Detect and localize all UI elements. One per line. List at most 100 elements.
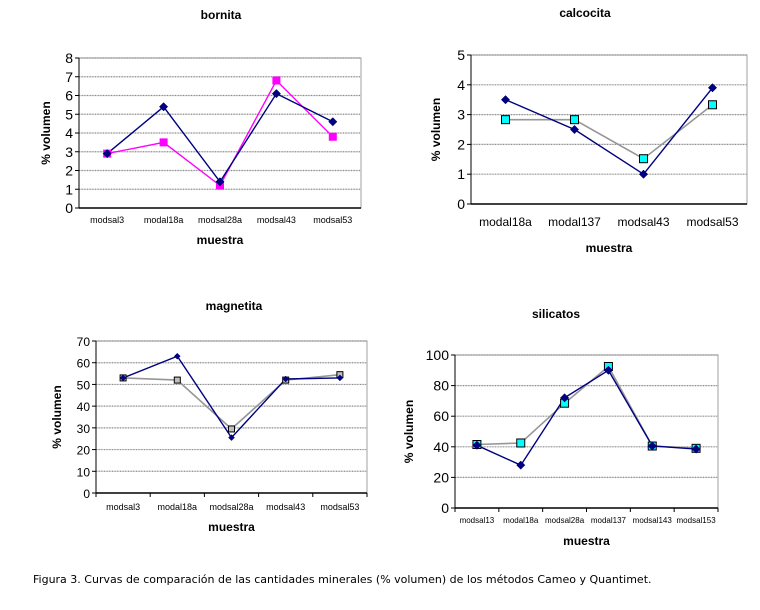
y-tick-label: 20	[433, 469, 449, 485]
x-axis-label: muestra	[197, 233, 244, 247]
y-axis-label: % volumen	[50, 385, 64, 448]
data-point-square	[228, 425, 235, 433]
x-tick-label: modsal43	[617, 215, 669, 229]
figure-caption: Figura 3. Curvas de comparación de las c…	[33, 573, 652, 586]
y-tick-label: 3	[457, 107, 465, 123]
y-tick-label: 70	[77, 335, 91, 349]
data-point-square	[501, 115, 510, 125]
y-tick-label: 5	[65, 106, 73, 122]
x-tick-label: modsal43	[266, 502, 305, 512]
y-tick-label: 60	[433, 408, 449, 424]
y-tick-label: 1	[65, 181, 73, 197]
chart-title: bornita	[201, 8, 242, 22]
y-tick-label: 60	[77, 357, 91, 371]
y-axis-label: % volumen	[402, 400, 416, 463]
x-tick-label: modsal53	[313, 215, 352, 225]
y-tick-label: 0	[83, 487, 90, 501]
y-tick-label: 10	[77, 465, 91, 479]
x-axis-label: muestra	[586, 241, 633, 255]
data-point-diamond	[707, 83, 718, 93]
chart-title: calcocita	[559, 6, 611, 20]
y-tick-label: 8	[65, 50, 73, 66]
chart-magnetita: magnetita 0 10 20 30 40 50 60 70 modsal3 modal18a m…	[50, 299, 368, 534]
y-tick-label: 3	[65, 144, 73, 160]
chart-title: silicatos	[532, 307, 580, 321]
chart-title: magnetita	[206, 299, 263, 313]
data-point-diamond	[336, 374, 344, 382]
data-point-square	[516, 438, 526, 448]
y-tick-label: 2	[457, 136, 465, 152]
y-axis-label: % volumen	[429, 98, 443, 161]
data-point-diamond	[691, 444, 701, 454]
y-tick-label: 20	[77, 444, 91, 458]
y-tick-label: 6	[65, 88, 73, 104]
data-point-square	[639, 154, 648, 164]
chart-silicatos: silicatos 0 20 40 60 80 100 modsal13 modal18a mod…	[402, 307, 719, 548]
x-tick-label: modsal143	[633, 516, 673, 525]
data-point-diamond	[328, 117, 338, 127]
data-point-square	[328, 132, 337, 141]
x-tick-label: modal18a	[503, 516, 539, 525]
data-point-square	[173, 376, 181, 384]
chart-calcocita: calcocita 0 1 2 3 4 5 modal18a modal137 modsal43 m…	[429, 6, 748, 255]
data-point-diamond	[119, 374, 127, 382]
x-tick-label: modsal53	[320, 502, 359, 512]
data-point-diamond	[102, 149, 112, 159]
data-point-square	[159, 138, 168, 147]
x-tick-label: modsal153	[677, 516, 717, 525]
x-tick-label: modal18a	[144, 215, 184, 225]
y-tick-label: 100	[426, 347, 450, 363]
data-point-diamond	[159, 102, 169, 112]
x-tick-label: modsal28a	[209, 502, 253, 512]
data-point-diamond	[271, 89, 281, 99]
x-tick-label: modsal43	[257, 215, 296, 225]
x-tick-label: modal137	[591, 516, 627, 525]
y-tick-label: 5	[457, 47, 465, 63]
data-point-diamond	[603, 365, 613, 375]
y-tick-label: 4	[65, 125, 73, 141]
plot-area	[454, 354, 719, 509]
x-tick-label: modal18a	[158, 502, 198, 512]
series-line-series-1	[505, 87, 714, 176]
x-tick-label: modsal13	[460, 516, 495, 525]
data-point-diamond	[638, 169, 649, 179]
y-tick-label: 40	[433, 439, 449, 455]
x-tick-label: modsal3	[106, 502, 140, 512]
chart-bornita: bornita 0 1 2 3 4 5 6 7 8 modsal3 modal18a modsal28a…	[39, 8, 362, 247]
y-tick-label: 50	[77, 378, 91, 392]
data-point-diamond	[560, 393, 570, 403]
x-tick-label: modsal3	[90, 215, 124, 225]
data-point-diamond	[569, 124, 580, 135]
x-tick-label: modsal53	[686, 215, 738, 229]
data-point-diamond	[282, 375, 290, 383]
data-point-diamond	[516, 460, 526, 470]
y-tick-label: 0	[65, 200, 73, 216]
data-point-square	[708, 100, 717, 110]
y-tick-label: 30	[77, 422, 91, 436]
plot-area	[95, 340, 368, 494]
data-point-diamond	[228, 434, 235, 441]
data-point-diamond	[647, 441, 657, 451]
x-tick-label: modal137	[548, 215, 601, 229]
data-point-diamond	[472, 440, 482, 450]
y-tick-label: 1	[457, 166, 465, 182]
x-tick-label: modal18a	[479, 215, 532, 229]
plot-area	[470, 54, 748, 205]
x-axis-label: muestra	[208, 520, 255, 534]
y-tick-label: 4	[457, 77, 465, 93]
y-axis-label: % volumen	[39, 101, 53, 164]
data-point-diamond	[173, 352, 181, 360]
y-tick-label: 40	[77, 400, 91, 414]
y-tick-label: 7	[65, 69, 73, 85]
x-axis-label: muestra	[563, 534, 610, 548]
data-point-square	[570, 115, 579, 125]
figure: bornita 0 1 2 3 4 5 6 7 8 modsal3 modal18a modsal28a…	[39, 6, 748, 548]
y-tick-label: 2	[65, 163, 73, 179]
x-tick-label: modsal28a	[545, 516, 585, 525]
y-tick-label: 0	[441, 500, 449, 516]
y-tick-label: 0	[457, 196, 465, 212]
data-point-diamond	[500, 95, 511, 105]
series-line-series-1	[476, 369, 697, 467]
x-tick-label: modsal28a	[198, 215, 242, 225]
y-tick-label: 80	[433, 378, 449, 394]
